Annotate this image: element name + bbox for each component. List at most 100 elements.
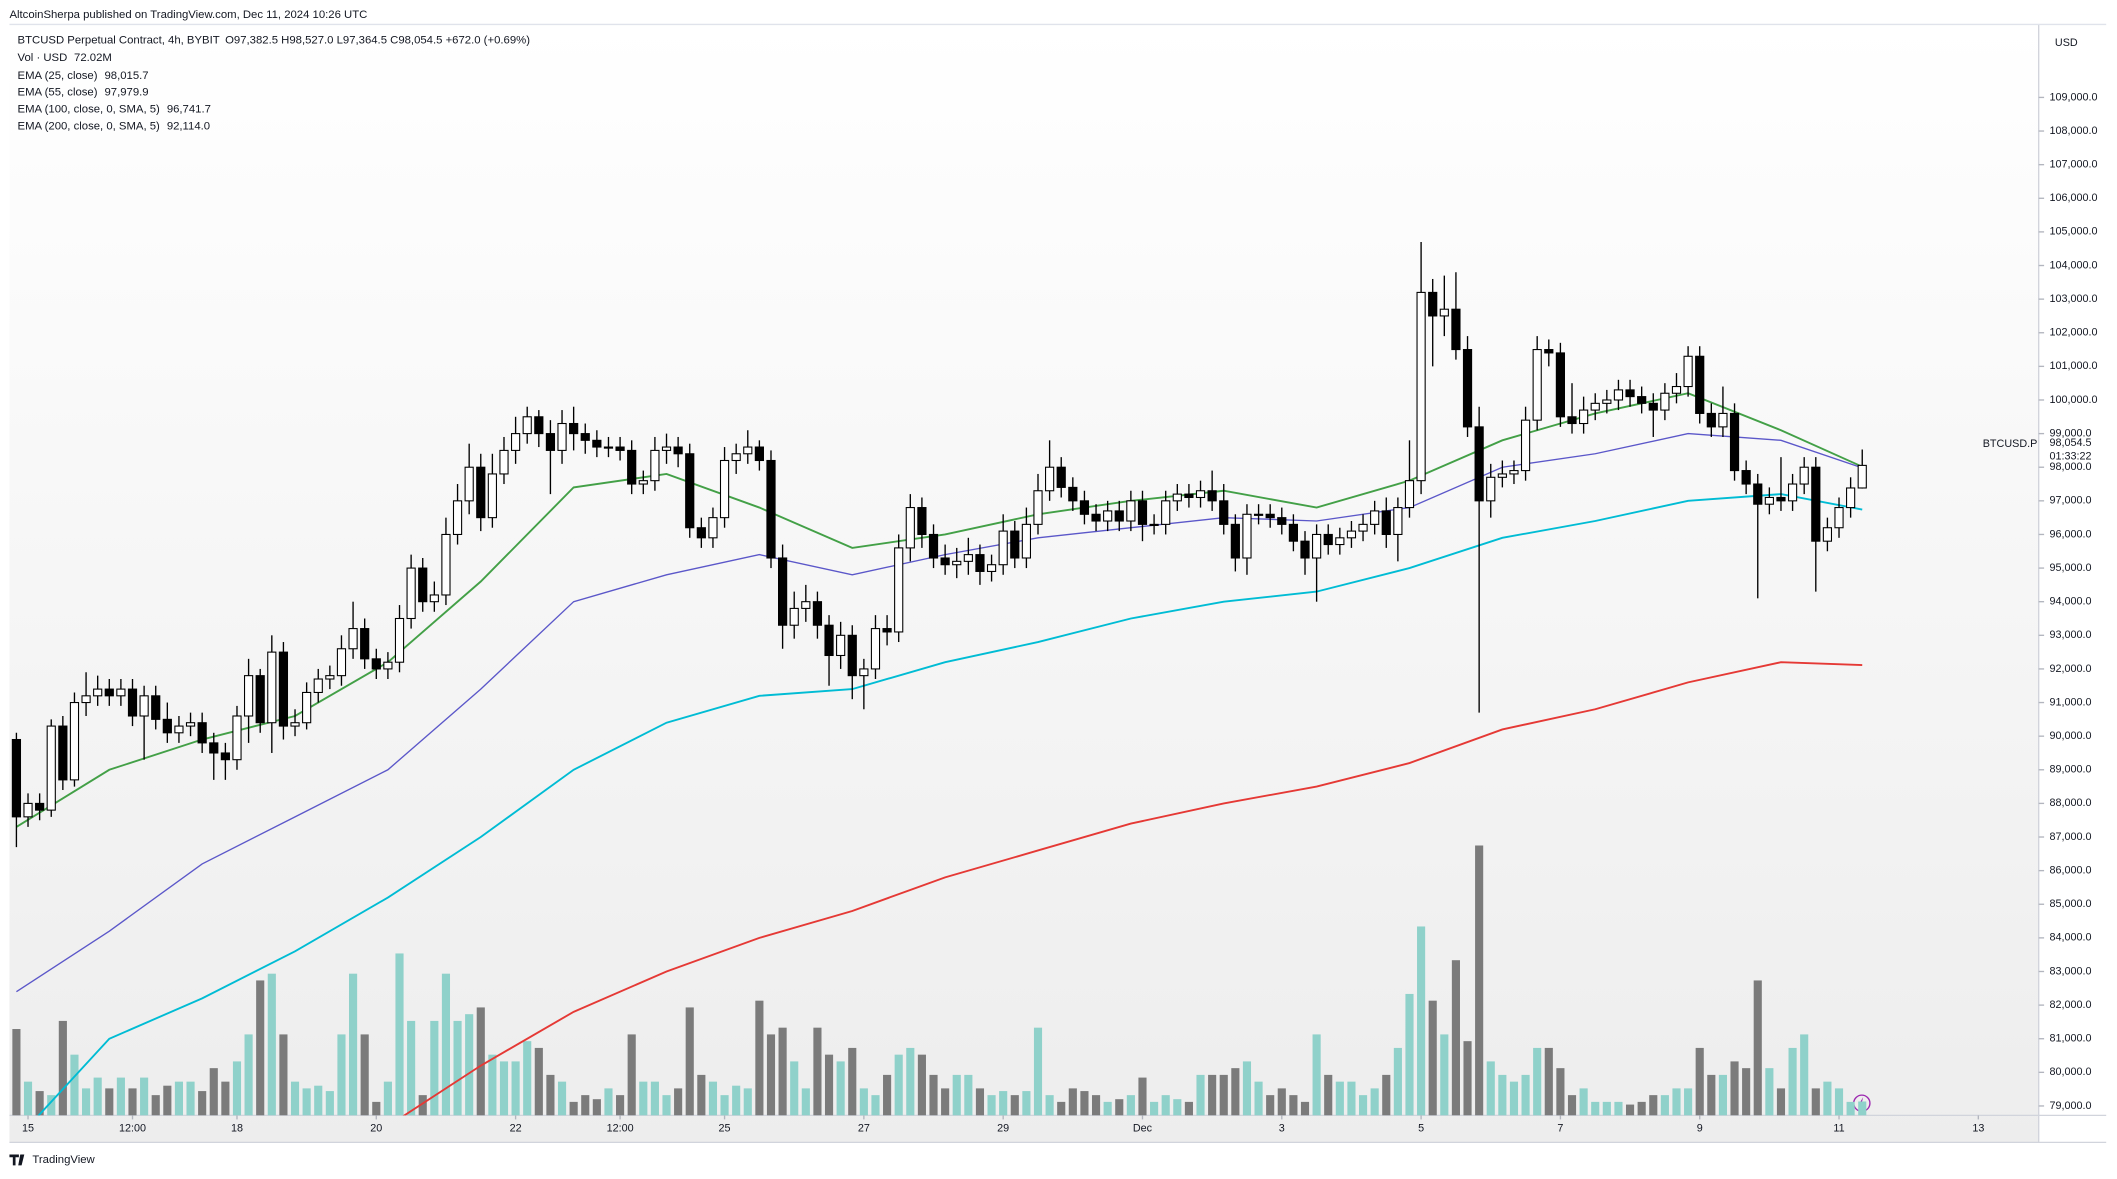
volume-bar <box>1730 1061 1739 1116</box>
candle-body <box>1811 466 1821 542</box>
volume-bar <box>430 1020 439 1116</box>
volume-bar <box>616 1095 625 1116</box>
candle-body <box>685 453 695 529</box>
x-tick-label: 27 <box>858 1123 870 1135</box>
candle-body <box>650 449 660 482</box>
candle-body <box>81 695 91 704</box>
volume-bar <box>720 1095 729 1116</box>
volume-bar <box>824 1054 834 1116</box>
volume-bar <box>128 1088 137 1116</box>
ema-line <box>15 392 1863 828</box>
volume-bar <box>337 1034 346 1116</box>
candle-body <box>1103 510 1113 522</box>
volume-bar <box>290 1081 300 1116</box>
volume-pane <box>12 845 1867 1116</box>
x-tick-label: 12:00 <box>607 1123 634 1135</box>
y-tick-label: 99,000.0 <box>2049 427 2091 439</box>
candle-body <box>325 675 335 680</box>
legend-value: 96,741.7 <box>167 104 211 116</box>
candle-body <box>1428 291 1438 317</box>
candle-body <box>859 668 869 677</box>
y-tick-label: 93,000.0 <box>2049 629 2091 641</box>
candle-body <box>1300 540 1310 559</box>
candle-body <box>1184 493 1194 499</box>
volume-bar <box>1254 1081 1263 1116</box>
volume-bar <box>372 1101 381 1116</box>
candle-body <box>731 453 741 462</box>
candle-body <box>998 530 1008 566</box>
volume-bar <box>1742 1068 1751 1116</box>
volume-bar <box>1695 1047 1704 1116</box>
candle-body <box>1799 466 1809 485</box>
volume-bar <box>1138 1077 1147 1116</box>
volume-bar <box>1846 1101 1855 1116</box>
candle-body <box>1776 496 1786 502</box>
candle-body <box>1149 523 1159 526</box>
y-tick-label: 83,000.0 <box>2049 965 2091 977</box>
volume-bar <box>917 1054 926 1116</box>
candle-body <box>58 725 68 781</box>
candle-body <box>557 422 567 451</box>
volume-bar <box>1393 1047 1402 1116</box>
candle-body <box>1544 349 1554 354</box>
candle-body <box>371 658 381 670</box>
volume-bar <box>1753 980 1762 1116</box>
candle-body <box>1312 533 1322 559</box>
time-axis: 15 12:00 18 20 22 12:00 25 27 29 Dec 3 5 7 9 11 13 <box>22 1115 1984 1135</box>
candle-body <box>487 473 497 519</box>
candle-body <box>1741 470 1751 485</box>
volume-bar <box>1335 1081 1344 1116</box>
volume-bar <box>1614 1101 1623 1116</box>
candle-body <box>464 466 474 502</box>
candle-body <box>313 678 323 694</box>
candle-body <box>743 446 753 455</box>
volume-bar <box>871 1095 880 1116</box>
candle-body <box>1683 355 1693 388</box>
candle-body <box>1068 486 1078 502</box>
candle-body <box>801 601 811 609</box>
logo: TradingView <box>9 1154 96 1166</box>
candle-body <box>69 702 80 781</box>
volume-bar <box>708 1081 718 1116</box>
volume-bar <box>1010 1095 1019 1116</box>
volume-bar <box>1544 1047 1553 1116</box>
volume-bar <box>1150 1101 1159 1116</box>
candle-body <box>1579 409 1589 425</box>
volume-bar <box>314 1085 323 1116</box>
volume-bar <box>511 1061 520 1116</box>
y-tick-label: 91,000.0 <box>2049 696 2091 708</box>
volume-bar <box>1567 1095 1577 1116</box>
candle-body <box>1764 496 1774 505</box>
candle-body <box>1695 355 1705 414</box>
y-tick-label: 92,000.0 <box>2049 663 2091 675</box>
y-tick-label: 84,000.0 <box>2049 932 2091 944</box>
volume-bar <box>697 1074 706 1116</box>
volume-bar <box>1498 1074 1507 1116</box>
volume-bar <box>441 973 451 1116</box>
candle-body <box>174 725 184 734</box>
candle-body <box>615 446 625 451</box>
candle-body <box>302 691 312 724</box>
volume-bar <box>1347 1081 1356 1116</box>
candle-body <box>1091 513 1101 522</box>
candle-body <box>139 695 149 717</box>
volume-bar <box>964 1074 973 1116</box>
volume-bar <box>1358 1095 1368 1116</box>
volume-bar <box>1266 1095 1275 1116</box>
y-tick-label: 82,000.0 <box>2049 999 2091 1011</box>
candle-body <box>151 695 161 720</box>
candle-body <box>1207 490 1217 502</box>
countdown: 01:33:22 <box>2049 450 2091 462</box>
candle-body <box>638 480 648 485</box>
candle-body <box>46 725 56 811</box>
volume-bar <box>1300 1101 1310 1116</box>
volume-bar <box>1115 1099 1124 1116</box>
volume-bar <box>778 1027 787 1116</box>
candle-body <box>1172 493 1182 502</box>
volume-bar <box>662 1095 671 1116</box>
volume-bar <box>755 1000 764 1116</box>
candle-body <box>673 446 683 455</box>
y-tick-label: 79,000.0 <box>2049 1100 2091 1112</box>
